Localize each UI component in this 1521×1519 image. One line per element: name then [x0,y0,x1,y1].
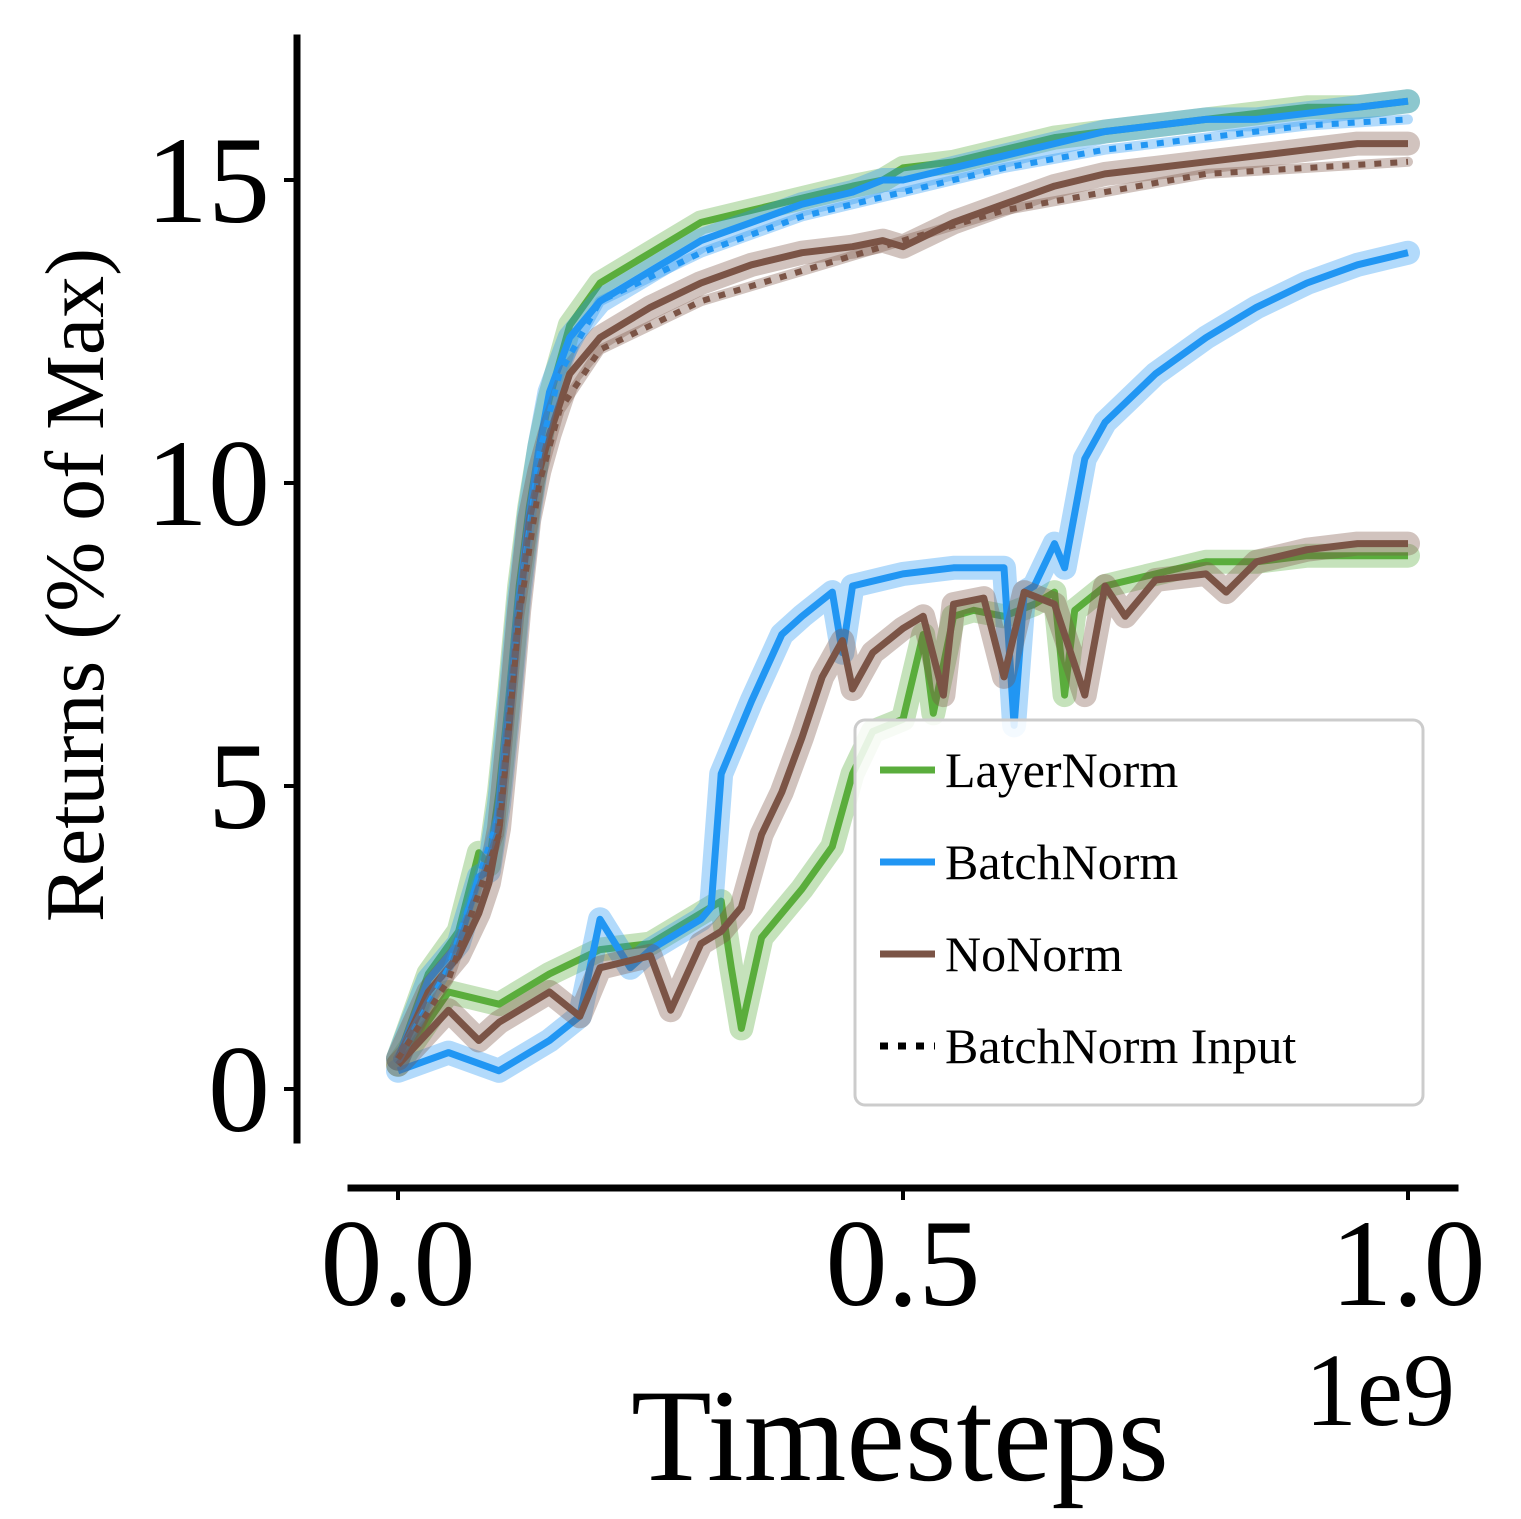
y-tick-label: 0 [208,1021,270,1158]
y-tick-label: 15 [146,112,270,249]
legend-label: BatchNorm [945,834,1178,890]
series-line-nonorm [395,540,1408,1068]
legend-frame [853,718,1425,1107]
y-axis-label: Returns (% of Max) [29,248,122,922]
legend-label: NoNorm [945,926,1123,982]
y-tick-label: 5 [208,718,270,855]
x-axis-label: Timesteps [631,1362,1169,1509]
x-tick-label: 0.0 [321,1195,476,1332]
series-line-batchnorm-input [395,158,1409,1061]
legend: LayerNorm BatchNorm NoNorm BatchNorm Input [853,718,1425,1107]
y-tick-label: 10 [146,415,270,552]
series-line-layernorm [395,552,1408,1067]
series-line-batchnorm [396,249,1409,1075]
legend-label: BatchNorm Input [945,1018,1296,1074]
x-offset-label: 1e9 [1305,1333,1455,1448]
x-ticks: 0.0 0.5 1.0 [321,1188,1486,1332]
x-tick-label: 1.0 [1331,1195,1486,1332]
x-tick-label: 0.5 [826,1195,981,1332]
legend-items: LayerNorm BatchNorm NoNorm BatchNorm Input [880,742,1296,1074]
series-layer [386,89,1420,1083]
legend-label: LayerNorm [945,742,1178,798]
axes-layer: 0 5 10 15 0.0 0.5 1.0 [146,34,1486,1332]
y-ticks: 0 5 10 15 [146,112,297,1158]
